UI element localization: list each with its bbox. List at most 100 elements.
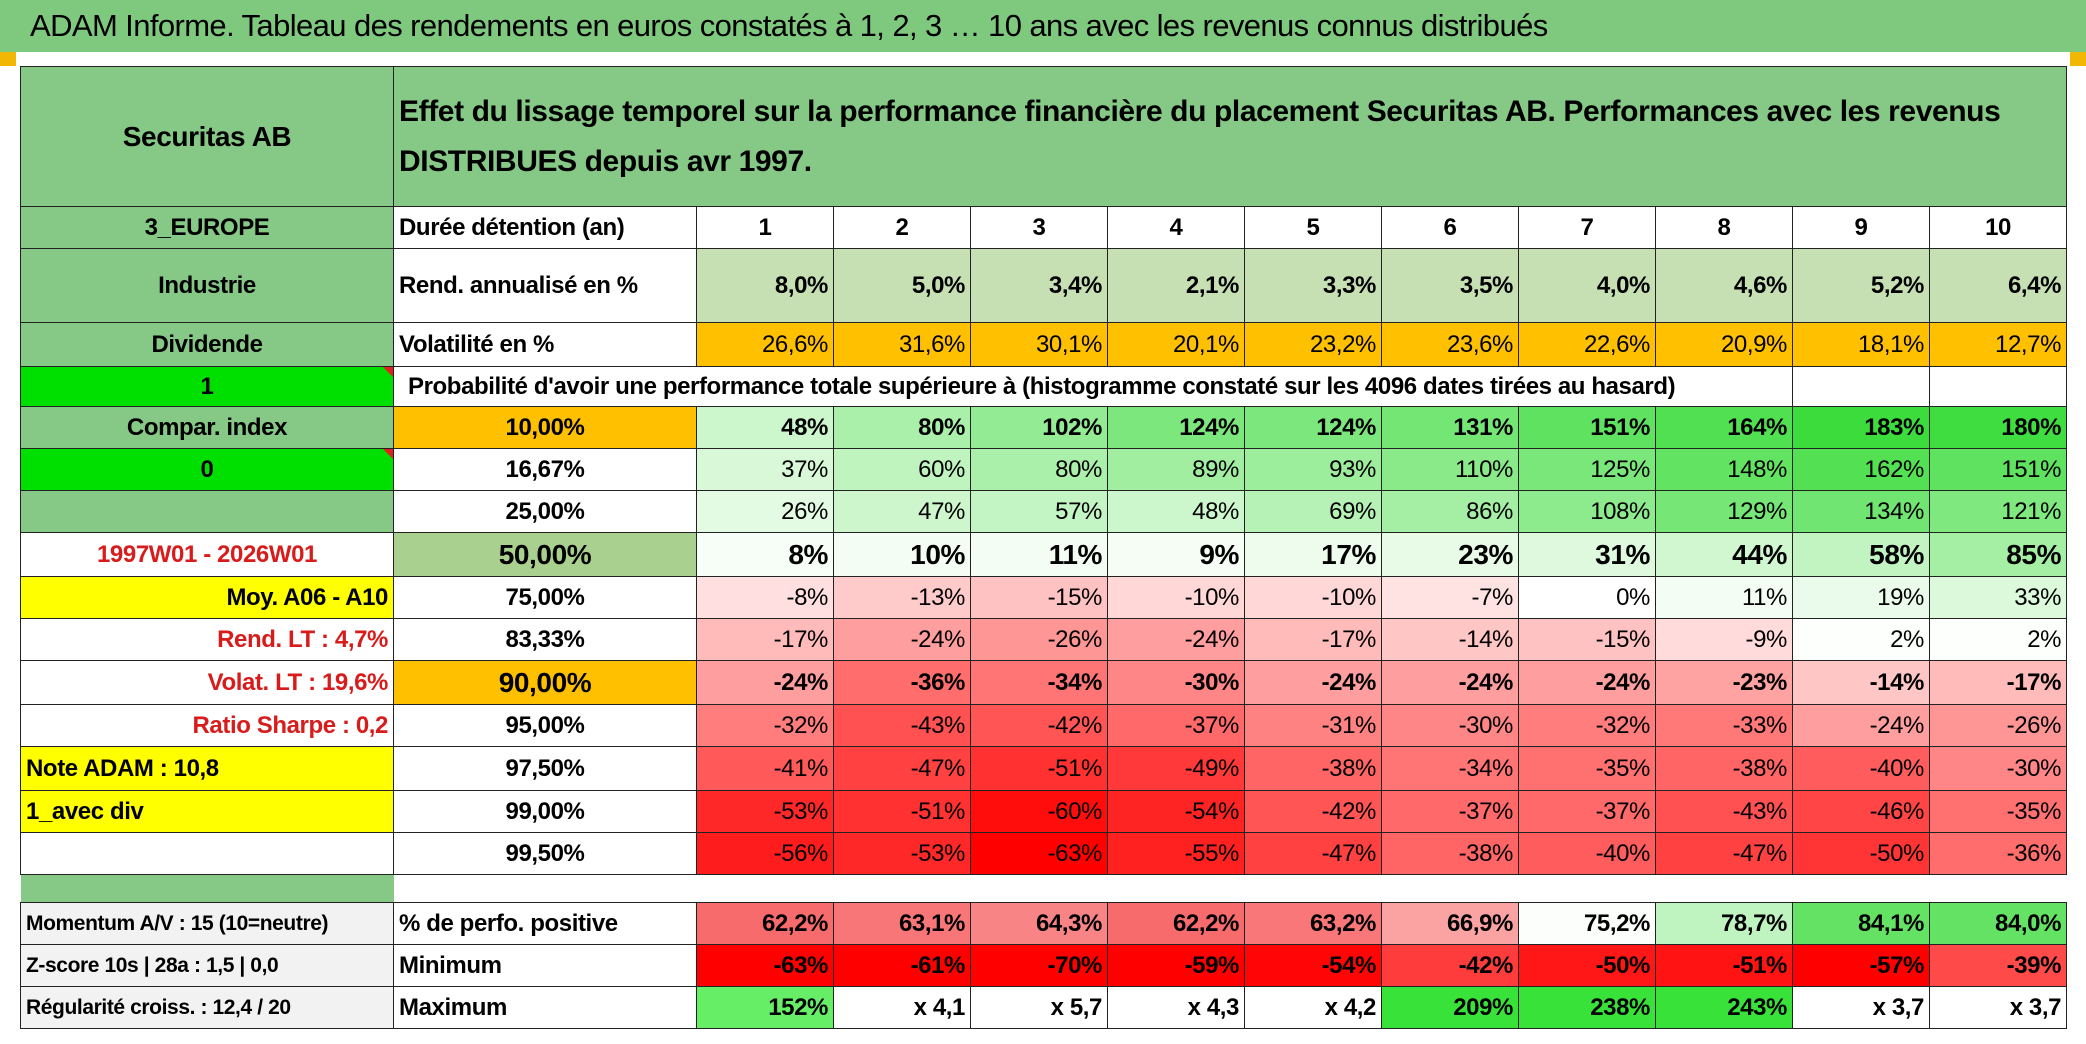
percentile-cell: 58% — [1792, 532, 1930, 577]
percentile-cell: 8% — [696, 532, 834, 577]
positive-cell: 63,2% — [1244, 902, 1382, 945]
volatility-cell: 23,2% — [1244, 322, 1382, 367]
percentile-cell: -37% — [1518, 790, 1656, 833]
percentile-cell: -24% — [1107, 618, 1245, 661]
percentile-label: 99,50% — [393, 832, 697, 875]
percentile-cell: 148% — [1655, 448, 1793, 491]
percentile-cell: -36% — [833, 660, 971, 705]
percentile-cell: 19% — [1792, 576, 1930, 619]
minimum-label: Minimum — [393, 944, 697, 987]
percentile-cell: -55% — [1107, 832, 1245, 875]
asset-name: Securitas AB — [20, 66, 394, 207]
volatility-cell: 20,9% — [1655, 322, 1793, 367]
percentile-cell: -41% — [696, 746, 834, 791]
regularity-label: Régularité croiss. : 12,4 / 20 — [20, 986, 394, 1029]
percentile-cell: -40% — [1792, 746, 1930, 791]
percentile-cell: 80% — [833, 406, 971, 449]
region-label: 3_EUROPE — [20, 206, 394, 249]
percentile-cell: -24% — [1381, 660, 1519, 705]
percentile-cell: -47% — [1655, 832, 1793, 875]
percentile-cell: 151% — [1518, 406, 1656, 449]
percentile-cell: -38% — [1244, 746, 1382, 791]
percentile-cell: 33% — [1928, 576, 2068, 619]
percentile-label: 25,00% — [393, 490, 697, 533]
percentile-cell: 151% — [1928, 448, 2068, 491]
period-label: 1997W01 - 2026W01 — [20, 532, 394, 577]
percentile-label: 75,00% — [393, 576, 697, 619]
return-label: Rend. annualisé en % — [393, 248, 697, 323]
percentile-cell: -34% — [1381, 746, 1519, 791]
spacer-cell — [20, 874, 394, 903]
title-bar: ADAM Informe. Tableau des rendements en … — [0, 0, 2086, 54]
percentile-cell: 86% — [1381, 490, 1519, 533]
percentile-cell: -32% — [1518, 704, 1656, 747]
percentile-cell: -26% — [1928, 704, 2068, 747]
table-description: Effet du lissage temporel sur la perform… — [392, 66, 2068, 207]
percentile-cell: -30% — [1381, 704, 1519, 747]
percentile-cell: -38% — [1655, 746, 1793, 791]
percentile-cell: -31% — [1244, 704, 1382, 747]
percentile-cell: -14% — [1381, 618, 1519, 661]
empty-cell — [1928, 366, 2068, 407]
percentile-cell: -24% — [1792, 704, 1930, 747]
percentile-cell: -47% — [1244, 832, 1382, 875]
dividend-mode-label: 1_avec div — [20, 790, 394, 833]
percentile-cell: 26% — [696, 490, 834, 533]
year-header: 9 — [1792, 206, 1930, 249]
sector-label: Industrie — [20, 248, 394, 323]
percentile-cell: -17% — [1244, 618, 1382, 661]
percentile-cell: -40% — [1518, 832, 1656, 875]
percentile-cell: -34% — [970, 660, 1108, 705]
minimum-cell: -54% — [1244, 944, 1382, 987]
percentile-cell: 60% — [833, 448, 971, 491]
percentile-cell: -38% — [1381, 832, 1519, 875]
positive-cell: 63,1% — [833, 902, 971, 945]
minimum-cell: -61% — [833, 944, 971, 987]
percentile-cell: 80% — [970, 448, 1108, 491]
percentile-cell: -53% — [696, 790, 834, 833]
year-header: 5 — [1244, 206, 1382, 249]
year-header: 8 — [1655, 206, 1793, 249]
positive-cell: 84,1% — [1792, 902, 1930, 945]
percentile-cell: -23% — [1655, 660, 1793, 705]
maximum-label: Maximum — [393, 986, 697, 1029]
adam-score-label: Note ADAM : 10,8 — [20, 746, 394, 791]
percentile-cell: 31% — [1518, 532, 1656, 577]
minimum-cell: -57% — [1792, 944, 1930, 987]
percentile-cell: -15% — [970, 576, 1108, 619]
maximum-cell: 243% — [1655, 986, 1793, 1029]
percentile-label: 10,00% — [393, 406, 697, 449]
momentum-label: Momentum A/V : 15 (10=neutre) — [20, 902, 394, 945]
return-cell: 5,2% — [1792, 248, 1930, 323]
percentile-cell: -63% — [970, 832, 1108, 875]
percentile-cell: 23% — [1381, 532, 1519, 577]
return-cell: 6,4% — [1928, 248, 2068, 323]
return-cell: 2,1% — [1107, 248, 1245, 323]
percentile-cell: -37% — [1381, 790, 1519, 833]
percentile-cell: -30% — [1107, 660, 1245, 705]
percentile-cell: 69% — [1244, 490, 1382, 533]
percentile-cell: 44% — [1655, 532, 1793, 577]
minimum-cell: -39% — [1928, 944, 2068, 987]
percentile-cell: -7% — [1381, 576, 1519, 619]
volatility-cell: 31,6% — [833, 322, 971, 367]
income-type-label: Dividende — [20, 322, 394, 367]
volatility-cell: 22,6% — [1518, 322, 1656, 367]
empty-label — [20, 490, 394, 533]
percentile-cell: -30% — [1928, 746, 2068, 791]
positive-cell: 62,2% — [1107, 902, 1245, 945]
average-label: Moy. A06 - A10 — [20, 576, 394, 619]
percentile-cell: -35% — [1518, 746, 1656, 791]
long-term-return-label: Rend. LT : 4,7% — [20, 618, 394, 661]
percentile-cell: 129% — [1655, 490, 1793, 533]
sharpe-ratio-label: Ratio Sharpe : 0,2 — [20, 704, 394, 747]
minimum-cell: -70% — [970, 944, 1108, 987]
positive-cell: 78,7% — [1655, 902, 1793, 945]
percentile-cell: -24% — [1518, 660, 1656, 705]
percentile-cell: -50% — [1792, 832, 1930, 875]
year-header: 6 — [1381, 206, 1519, 249]
maximum-cell: x 4,2 — [1244, 986, 1382, 1029]
percentile-cell: 124% — [1244, 406, 1382, 449]
percentile-label: 97,50% — [393, 746, 697, 791]
positive-perf-label: % de perfo. positive — [393, 902, 697, 945]
